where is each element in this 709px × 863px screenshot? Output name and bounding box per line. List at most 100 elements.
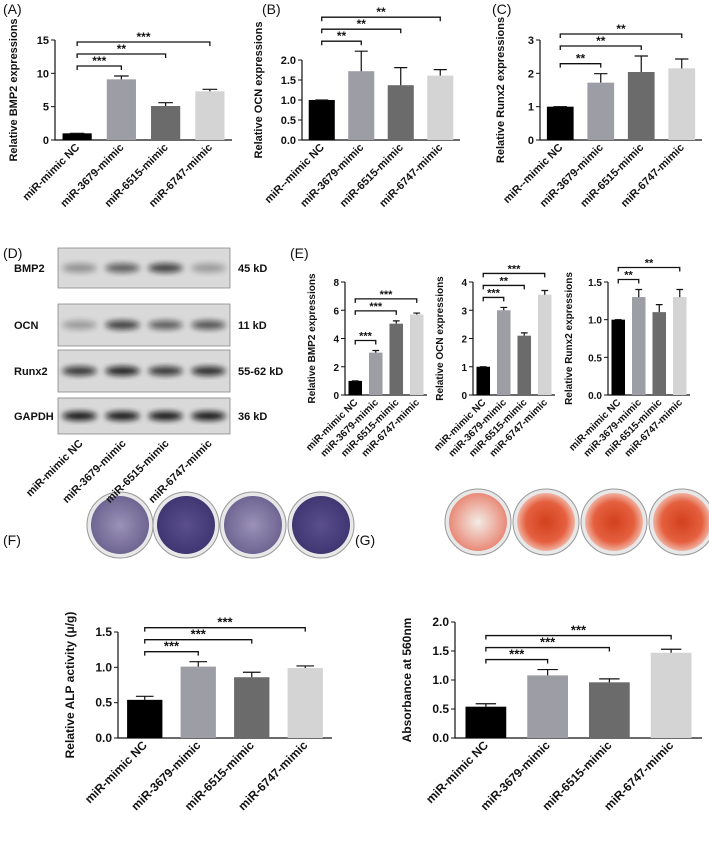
well-stain	[449, 493, 507, 551]
error-bar	[392, 320, 400, 324]
significance-bracket	[76, 53, 167, 58]
y-tick-label: 0.5	[95, 696, 112, 710]
bar	[348, 380, 363, 395]
panel-label: (C)	[492, 1, 511, 17]
significance-label: ***	[191, 627, 207, 642]
significance-label: ***	[369, 301, 383, 313]
significance-label: **	[596, 34, 606, 48]
significance-label: **	[576, 52, 586, 66]
bar	[387, 85, 414, 140]
error-bar	[635, 288, 643, 298]
significance-label: **	[624, 270, 633, 282]
error-bar	[413, 312, 421, 315]
y-axis-label: Relative ALP activity (μ/g)	[63, 612, 77, 759]
significance-label: ***	[164, 639, 180, 654]
y-tick-label: 0	[43, 135, 49, 147]
error-bar	[676, 288, 684, 298]
significance-bracket	[485, 646, 611, 652]
bar	[527, 675, 569, 738]
significance-label: **	[357, 17, 367, 31]
y-tick-label: 0.0	[432, 731, 449, 745]
y-tick-label: 4	[333, 335, 339, 346]
y-axis-label: Relative OCN expressions	[435, 276, 446, 401]
bar	[409, 314, 424, 395]
panel-label: (G)	[355, 532, 375, 548]
bar	[537, 294, 552, 395]
y-tick-label: 3	[461, 306, 467, 317]
blot-band	[148, 320, 183, 330]
significance-label: ***	[92, 54, 106, 68]
panel-label: (B)	[262, 1, 281, 17]
error-bar	[500, 306, 508, 311]
blot-band	[148, 366, 183, 376]
bar-chart: (B) 0.0 0.5 1.0 1.5 2.0 Relative OCN expressio…	[253, 1, 460, 210]
significance-label: **	[337, 29, 347, 43]
y-tick-label: 3	[528, 35, 534, 47]
error-bar	[655, 304, 663, 313]
blot-band	[62, 263, 97, 273]
y-tick-label: 0	[333, 391, 339, 402]
y-axis-label: Relative Runx2 expressions	[564, 272, 575, 405]
significance-label: ***	[571, 623, 587, 638]
y-tick-label: 2.0	[281, 55, 296, 67]
y-axis-label: Relative Runx2 expressions	[495, 17, 507, 163]
significance-label: **	[117, 42, 127, 56]
bar	[627, 72, 655, 140]
error-bar	[541, 289, 549, 295]
error-bar	[372, 349, 380, 353]
y-tick-label: 1.5	[432, 644, 449, 658]
blot-band	[62, 366, 97, 376]
y-tick-label: 1.5	[281, 75, 296, 87]
x-tick-label: miR-mimic NC	[423, 738, 491, 806]
significance-bracket	[559, 63, 602, 68]
western-blot: (D) BMP2 45 kD OCN 11 kD Runx2 55-62 kD GAPDH 36…	[3, 245, 283, 506]
error-bar	[599, 678, 620, 683]
bar	[195, 91, 225, 140]
bar	[668, 68, 696, 140]
significance-label: ***	[487, 287, 501, 299]
y-tick-label: 2	[528, 68, 534, 80]
bar	[631, 297, 646, 395]
error-bar	[354, 50, 368, 72]
panel-label: (A)	[3, 1, 22, 17]
blot-band	[105, 366, 140, 376]
error-bar	[475, 703, 497, 707]
bar	[234, 677, 270, 738]
y-tick-label: 0.0	[281, 135, 296, 147]
bar	[151, 106, 181, 140]
well-stain	[292, 496, 350, 554]
significance-bracket	[354, 298, 418, 303]
y-axis-label: Relative BMP2 expressions	[8, 18, 20, 161]
y-axis-label: Absorbance at 560nm	[400, 618, 414, 743]
y-tick-label: 2	[461, 335, 467, 346]
y-axis-label: Relative OCN expressions	[253, 22, 265, 159]
bar	[308, 100, 335, 140]
band-name: BMP2	[14, 263, 45, 275]
significance-bracket	[321, 28, 402, 34]
y-tick-label: 0.5	[588, 353, 602, 364]
panel-label: (D)	[3, 245, 22, 261]
significance-bracket	[485, 634, 672, 640]
significance-bracket	[76, 41, 211, 46]
y-tick-label: 2	[333, 363, 339, 374]
significance-label: ***	[509, 647, 525, 662]
significance-bracket	[559, 45, 642, 50]
significance-label: ***	[136, 30, 150, 44]
bar	[652, 312, 667, 395]
significance-label: ***	[380, 289, 394, 301]
y-tick-label: 1.0	[432, 673, 449, 687]
significance-bracket	[144, 651, 199, 656]
bar	[650, 652, 692, 738]
bar	[348, 71, 375, 140]
significance-label: **	[499, 275, 508, 287]
significance-bracket	[617, 278, 640, 284]
bar	[180, 666, 216, 738]
panel-label: (F)	[3, 532, 21, 548]
well-stain	[224, 496, 282, 554]
bar	[672, 297, 687, 395]
band-name: Runx2	[14, 366, 48, 378]
